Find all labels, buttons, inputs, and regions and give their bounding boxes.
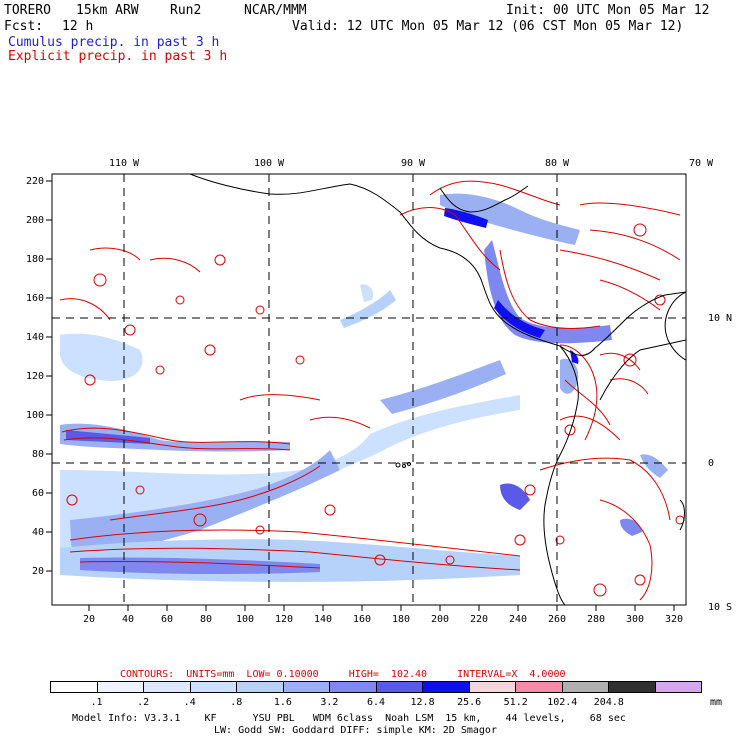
y-tick-label: 180 (25, 254, 44, 265)
color-bar-label: 12.8 (410, 697, 435, 708)
color-bar-label: 6.4 (366, 697, 386, 708)
color-swatch (516, 682, 563, 692)
y-tick-label: 60 (31, 488, 44, 499)
color-swatch (330, 682, 377, 692)
lon-label-110w: 110 W (108, 158, 140, 169)
color-bar (50, 681, 702, 693)
y-tick-label: 120 (25, 371, 44, 382)
map-frame (51, 173, 687, 606)
x-tick-label: 160 (352, 614, 372, 625)
color-bar-label: 3.2 (320, 697, 339, 708)
coastline (189, 174, 686, 605)
y-tick-label: 20 (31, 566, 44, 577)
fcst-hours: 12 h (62, 19, 94, 34)
color-swatch (423, 682, 470, 692)
color-swatch (376, 682, 423, 692)
x-tick-label: 60 (160, 614, 174, 625)
color-swatch (609, 682, 656, 692)
field-cumulus-title: Cumulus precip. in past 3 h (8, 35, 220, 50)
valid-time: Valid: 12 UTC Mon 05 Mar 12 (06 CST Mon … (292, 19, 684, 34)
y-tick-label: 80 (31, 449, 44, 460)
lon-label-100w: 100 W (253, 158, 285, 169)
color-bar-label: 1.6 (273, 697, 292, 708)
y-tick-label: 100 (25, 410, 44, 421)
contour-info: CONTOURS: UNITS=mm LOW= 0.10000 HIGH= 10… (120, 669, 566, 680)
explicit-precip-contours (59, 180, 685, 601)
lon-label-80w: 80 W (544, 158, 570, 169)
y-tick-label: 160 (25, 293, 44, 304)
x-tick-label: 20 (82, 614, 96, 625)
run-label: Run2 (170, 3, 202, 18)
x-tick-label: 120 (274, 614, 294, 625)
y-tick-label: 220 (25, 176, 44, 187)
x-tick-label: 220 (469, 614, 489, 625)
model-name: TORERO (4, 3, 51, 18)
x-tick-label: 280 (586, 614, 606, 625)
init-time: Init: 00 UTC Mon 05 Mar 12 (506, 3, 710, 18)
color-swatch (469, 682, 516, 692)
model-info: Model Info: V3.3.1 KF YSU PBL WDM 6class… (72, 713, 626, 724)
color-bar-label: 102.4 (547, 697, 578, 708)
lat-label-0: 0 (708, 458, 715, 469)
fcst-label: Fcst: (4, 19, 44, 34)
color-bar-label: .2 (137, 697, 150, 708)
color-bar-label: 25.6 (457, 697, 482, 708)
x-tick-label: 200 (430, 614, 450, 625)
x-tick-label: 40 (121, 614, 135, 625)
x-tick-label: 180 (391, 614, 411, 625)
y-tick-label: 200 (25, 215, 44, 226)
lon-label-90w: 90 W (400, 158, 426, 169)
resolution: 15km ARW (76, 3, 139, 18)
x-tick-label: 320 (664, 614, 684, 625)
x-tick-label: 260 (547, 614, 567, 625)
x-tick-label: 140 (313, 614, 333, 625)
color-bar-label: 51.2 (503, 697, 528, 708)
x-tick-label: 100 (235, 614, 255, 625)
color-swatch (144, 682, 191, 692)
field-explicit-title: Explicit precip. in past 3 h (8, 49, 228, 64)
color-bar-units: mm (710, 697, 723, 708)
lon-label-70w: 70 W (688, 158, 714, 169)
color-swatch (283, 682, 330, 692)
color-bar-label: .4 (183, 697, 196, 708)
graticule (52, 174, 686, 605)
color-bar-label: 204.8 (593, 697, 624, 708)
x-tick-label: 80 (199, 614, 213, 625)
lat-label-10s: 10 S (708, 602, 733, 613)
color-swatch (562, 682, 609, 692)
color-swatch (97, 682, 144, 692)
y-tick-label: 40 (31, 527, 44, 538)
color-swatch (51, 682, 98, 692)
x-tick-label: 240 (508, 614, 528, 625)
color-bar-label: .8 (230, 697, 243, 708)
color-swatch (237, 682, 284, 692)
org-label: NCAR/MMM (244, 3, 307, 18)
color-swatch (655, 682, 701, 692)
lat-label-10n: 10 N (708, 313, 733, 324)
physics-info: LW: Godd SW: Goddard DIFF: simple KM: 2D… (214, 725, 497, 736)
y-tick-label: 140 (25, 332, 44, 343)
x-tick-label: 300 (625, 614, 645, 625)
color-swatch (190, 682, 237, 692)
color-bar-label: .1 (90, 697, 103, 708)
